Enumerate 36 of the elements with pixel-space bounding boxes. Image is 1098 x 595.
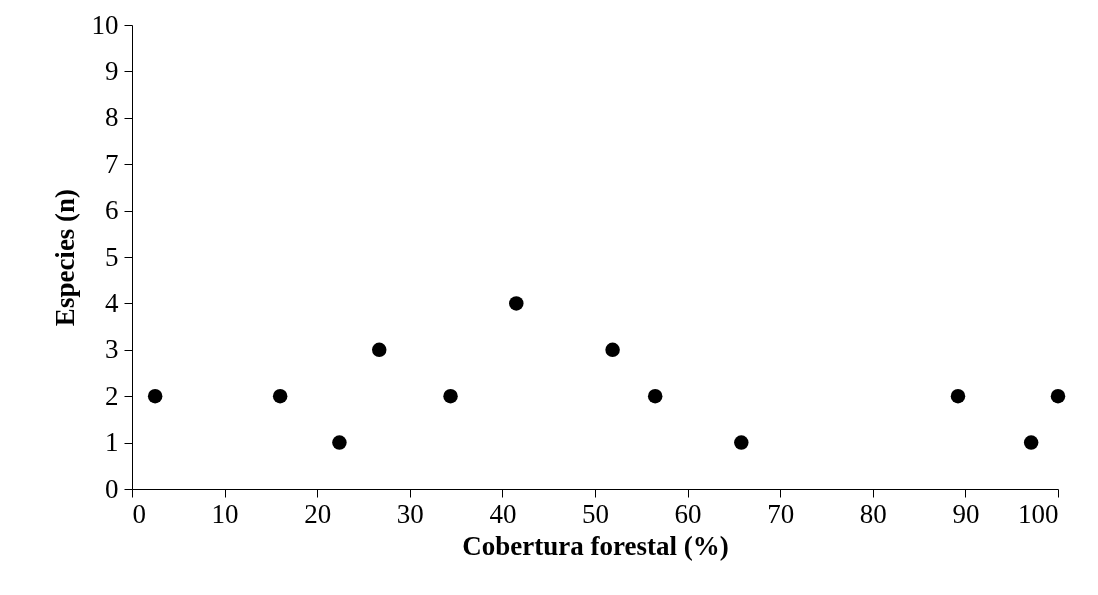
x-tick-label: 40 [489, 498, 517, 529]
x-tick-label: 70 [767, 498, 795, 529]
point [509, 296, 524, 311]
x-tick-label: 50 [582, 498, 609, 529]
y-tick-label: 1 [105, 427, 119, 458]
y-tick-label: 4 [105, 287, 119, 318]
x-tick-label: 100 [1018, 498, 1059, 529]
y-tick-label: 0 [105, 473, 119, 504]
y-tick-label: 10 [91, 9, 119, 40]
y-tick-label: 7 [105, 148, 119, 179]
x-tick-label: 30 [396, 498, 424, 529]
x-tick-label: 80 [859, 498, 887, 529]
point [1023, 435, 1039, 450]
point [443, 388, 458, 404]
point [734, 435, 749, 450]
point [332, 435, 347, 450]
x-tick-label: 60 [674, 498, 702, 529]
point [1050, 388, 1066, 404]
y-tick-label: 9 [105, 55, 119, 86]
y-tick-label: 8 [105, 102, 119, 133]
point [272, 388, 288, 404]
point [372, 342, 387, 358]
y-tick-label: 5 [105, 241, 119, 272]
y-tick-label: 3 [105, 334, 119, 365]
y-tick-label: 2 [105, 380, 119, 411]
point [605, 342, 620, 358]
x-axis-title: Cobertura forestal (%) [462, 530, 729, 561]
x-tick-label: 20 [304, 498, 332, 529]
y-tick-label: 6 [105, 195, 119, 226]
point [147, 388, 163, 404]
point [647, 388, 663, 404]
x-tick-label: 90 [952, 498, 980, 529]
y-axis-title: Especies (n) [49, 188, 80, 327]
point [950, 388, 966, 404]
x-tick-label: 0 [132, 498, 146, 529]
x-tick-label: 10 [211, 498, 239, 529]
